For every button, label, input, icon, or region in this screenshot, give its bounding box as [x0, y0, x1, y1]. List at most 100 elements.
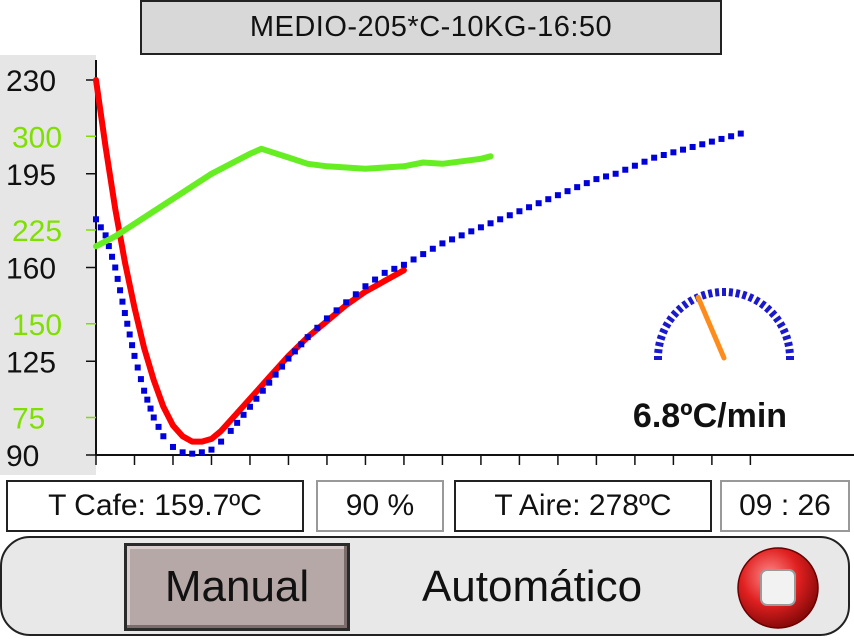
series-point [259, 387, 266, 394]
y-tick-label-green: 75 [12, 403, 45, 436]
gauge-readout: 6.8ºC/min [633, 397, 787, 435]
series-point [429, 245, 436, 252]
series-point [144, 396, 151, 403]
series-point [468, 228, 475, 235]
series-point [253, 395, 260, 402]
gauge-tick [728, 288, 734, 297]
series-point [155, 423, 162, 430]
series-point [102, 232, 109, 239]
gauge-tick [784, 341, 793, 348]
series-point [737, 130, 744, 137]
air-temp-box: T Aire: 278ºC [454, 480, 712, 532]
automatic-mode-button[interactable]: Automático [421, 562, 643, 611]
series-point [246, 403, 253, 410]
series-point [304, 334, 311, 341]
series-point [147, 405, 154, 412]
series-point [285, 355, 292, 362]
power-percent-box: 90 % [316, 480, 444, 532]
program-title: MEDIO-205*C-10KG-16:50 [140, 0, 722, 55]
series-point [612, 170, 619, 177]
series-point [372, 276, 379, 283]
gauge-tick [785, 348, 794, 354]
series-point [458, 232, 465, 239]
y-tick-label-green: 150 [12, 309, 62, 342]
series-point [298, 341, 305, 348]
gauge-tick [681, 300, 690, 310]
gauge-tick [675, 304, 685, 314]
elapsed-time-box: 09 : 26 [720, 480, 850, 532]
y-tick-label-green: 225 [12, 215, 62, 248]
series-point [583, 180, 590, 187]
gauge-tick [768, 309, 778, 319]
stop-button[interactable] [736, 546, 820, 630]
gauge-tick [654, 348, 663, 354]
series-point [381, 269, 388, 276]
series-point [272, 371, 279, 378]
manual-mode-button[interactable]: Manual [124, 543, 350, 631]
series-point [198, 449, 205, 456]
series-point [208, 446, 215, 453]
series-point [134, 364, 141, 371]
series-point [234, 419, 241, 426]
series-point [117, 287, 124, 294]
gauge-tick [779, 327, 789, 335]
gauge-tick [700, 290, 707, 300]
series-point [564, 188, 571, 195]
y-tick-label-black: 125 [6, 346, 56, 379]
series-point [150, 414, 157, 421]
series-point [391, 265, 398, 272]
y-tick-label-black: 90 [6, 440, 39, 473]
ror-gauge [654, 288, 794, 361]
gauge-tick [662, 321, 672, 329]
control-bar: Manual Automático [0, 536, 850, 636]
gauge-tick [655, 341, 664, 348]
series-point [535, 200, 542, 207]
series-point [179, 449, 186, 456]
series-point [497, 216, 504, 223]
gauge-tick [758, 300, 767, 310]
series-point [439, 240, 446, 247]
chart-svg: 230 195 160 125 90 300 225 150 75 6.8ºC/min [0, 55, 854, 475]
gauge-tick [656, 334, 666, 341]
series-point [291, 348, 298, 355]
gauge-tick [734, 289, 741, 298]
series-point [352, 291, 359, 298]
series-point [124, 320, 131, 327]
series-point [574, 184, 581, 191]
series-point [279, 363, 286, 370]
series-point [603, 173, 610, 180]
series-point [718, 135, 725, 142]
series-point [112, 264, 119, 271]
series-point [477, 224, 484, 231]
series-point [593, 176, 600, 183]
series-point [680, 146, 687, 153]
series-point [333, 307, 340, 314]
series-point [93, 216, 99, 223]
series-point [728, 133, 735, 140]
gauge-tick [741, 290, 748, 300]
coffee-temp-box: T Cafe: 159.7ºC [6, 480, 304, 532]
gauge-tick [782, 334, 792, 341]
series-point [160, 433, 167, 440]
series-point [487, 220, 494, 227]
series-point [323, 315, 330, 322]
series-point [119, 298, 126, 305]
series-point [651, 154, 658, 161]
series-point [189, 450, 196, 457]
series-point [631, 162, 638, 169]
series-point [169, 443, 176, 450]
series-point [126, 331, 133, 338]
series-point [343, 299, 350, 306]
series-green-line [93, 145, 494, 250]
series-point [660, 152, 667, 158]
series-point [670, 149, 677, 156]
series-point [109, 253, 116, 260]
gauge-tick [776, 321, 786, 329]
y-tick-label-black: 230 [6, 65, 56, 98]
gauge-tick [763, 304, 773, 314]
series-point [129, 342, 136, 349]
series-point [554, 192, 561, 199]
gauge-tick [747, 293, 755, 303]
series-point [526, 204, 533, 211]
series-point [114, 275, 121, 282]
